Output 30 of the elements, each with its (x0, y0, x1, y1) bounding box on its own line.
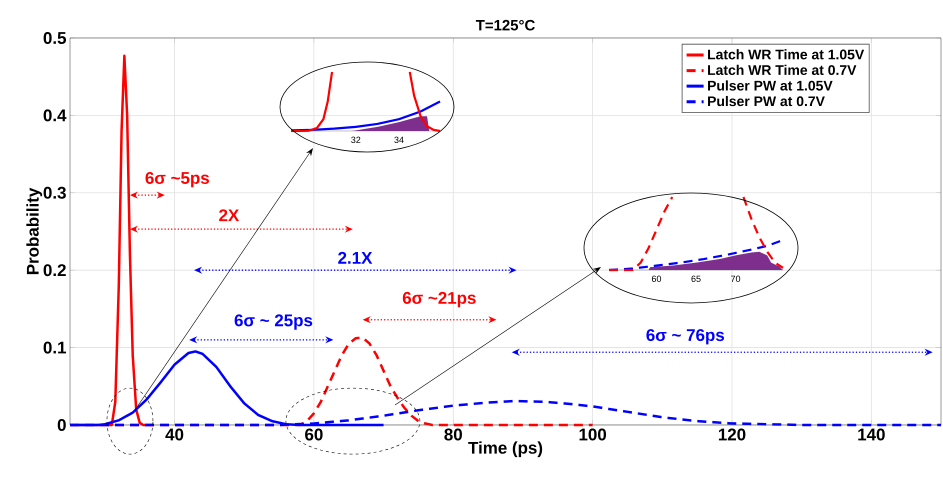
annotation: 6σ ~ 76ps (646, 329, 724, 344)
y-tick-label: 0.2 (44, 264, 66, 276)
x-tick-label: 100 (580, 428, 606, 441)
annotation: 6σ ~5ps (146, 172, 209, 188)
y-tick-label: 0.4 (44, 109, 66, 122)
x-tick-label: 70 (731, 276, 740, 282)
annotation: 6σ ~ 25ps (234, 314, 312, 330)
legend-label: Pulser PW at 0.7V (708, 96, 825, 106)
x-tick-label: 32 (351, 136, 360, 143)
x-tick-label: 34 (394, 136, 404, 143)
x-tick-label: 65 (691, 276, 701, 282)
x-tick-label: 40 (165, 428, 184, 441)
x-tick-label: 120 (718, 428, 746, 441)
legend-label: Pulser PW at 1.05V (708, 80, 833, 91)
x-tick-label: 60 (652, 276, 662, 282)
legend-label: Latch WR Time at 1.05V (708, 49, 864, 60)
x-tick-label: 80 (444, 428, 462, 441)
legend-label: Latch WR Time at 0.7V (708, 64, 856, 76)
x-tick-label: 140 (858, 428, 885, 441)
y-axis-title: Probability (26, 188, 42, 274)
chart-title: T=125°C (476, 20, 535, 30)
x-axis-title: Time (ps) (468, 441, 542, 458)
x-tick-label: 60 (305, 428, 323, 441)
y-tick-label: 0 (58, 418, 66, 431)
annotation: 6σ ~21ps (402, 292, 476, 308)
y-tick-label: 0.1 (44, 342, 66, 354)
y-tick-label: 0.5 (44, 32, 66, 44)
annotation: 2.1X (338, 252, 372, 264)
annotation: 2X (219, 209, 240, 222)
y-tick-label: 0.3 (44, 186, 66, 199)
